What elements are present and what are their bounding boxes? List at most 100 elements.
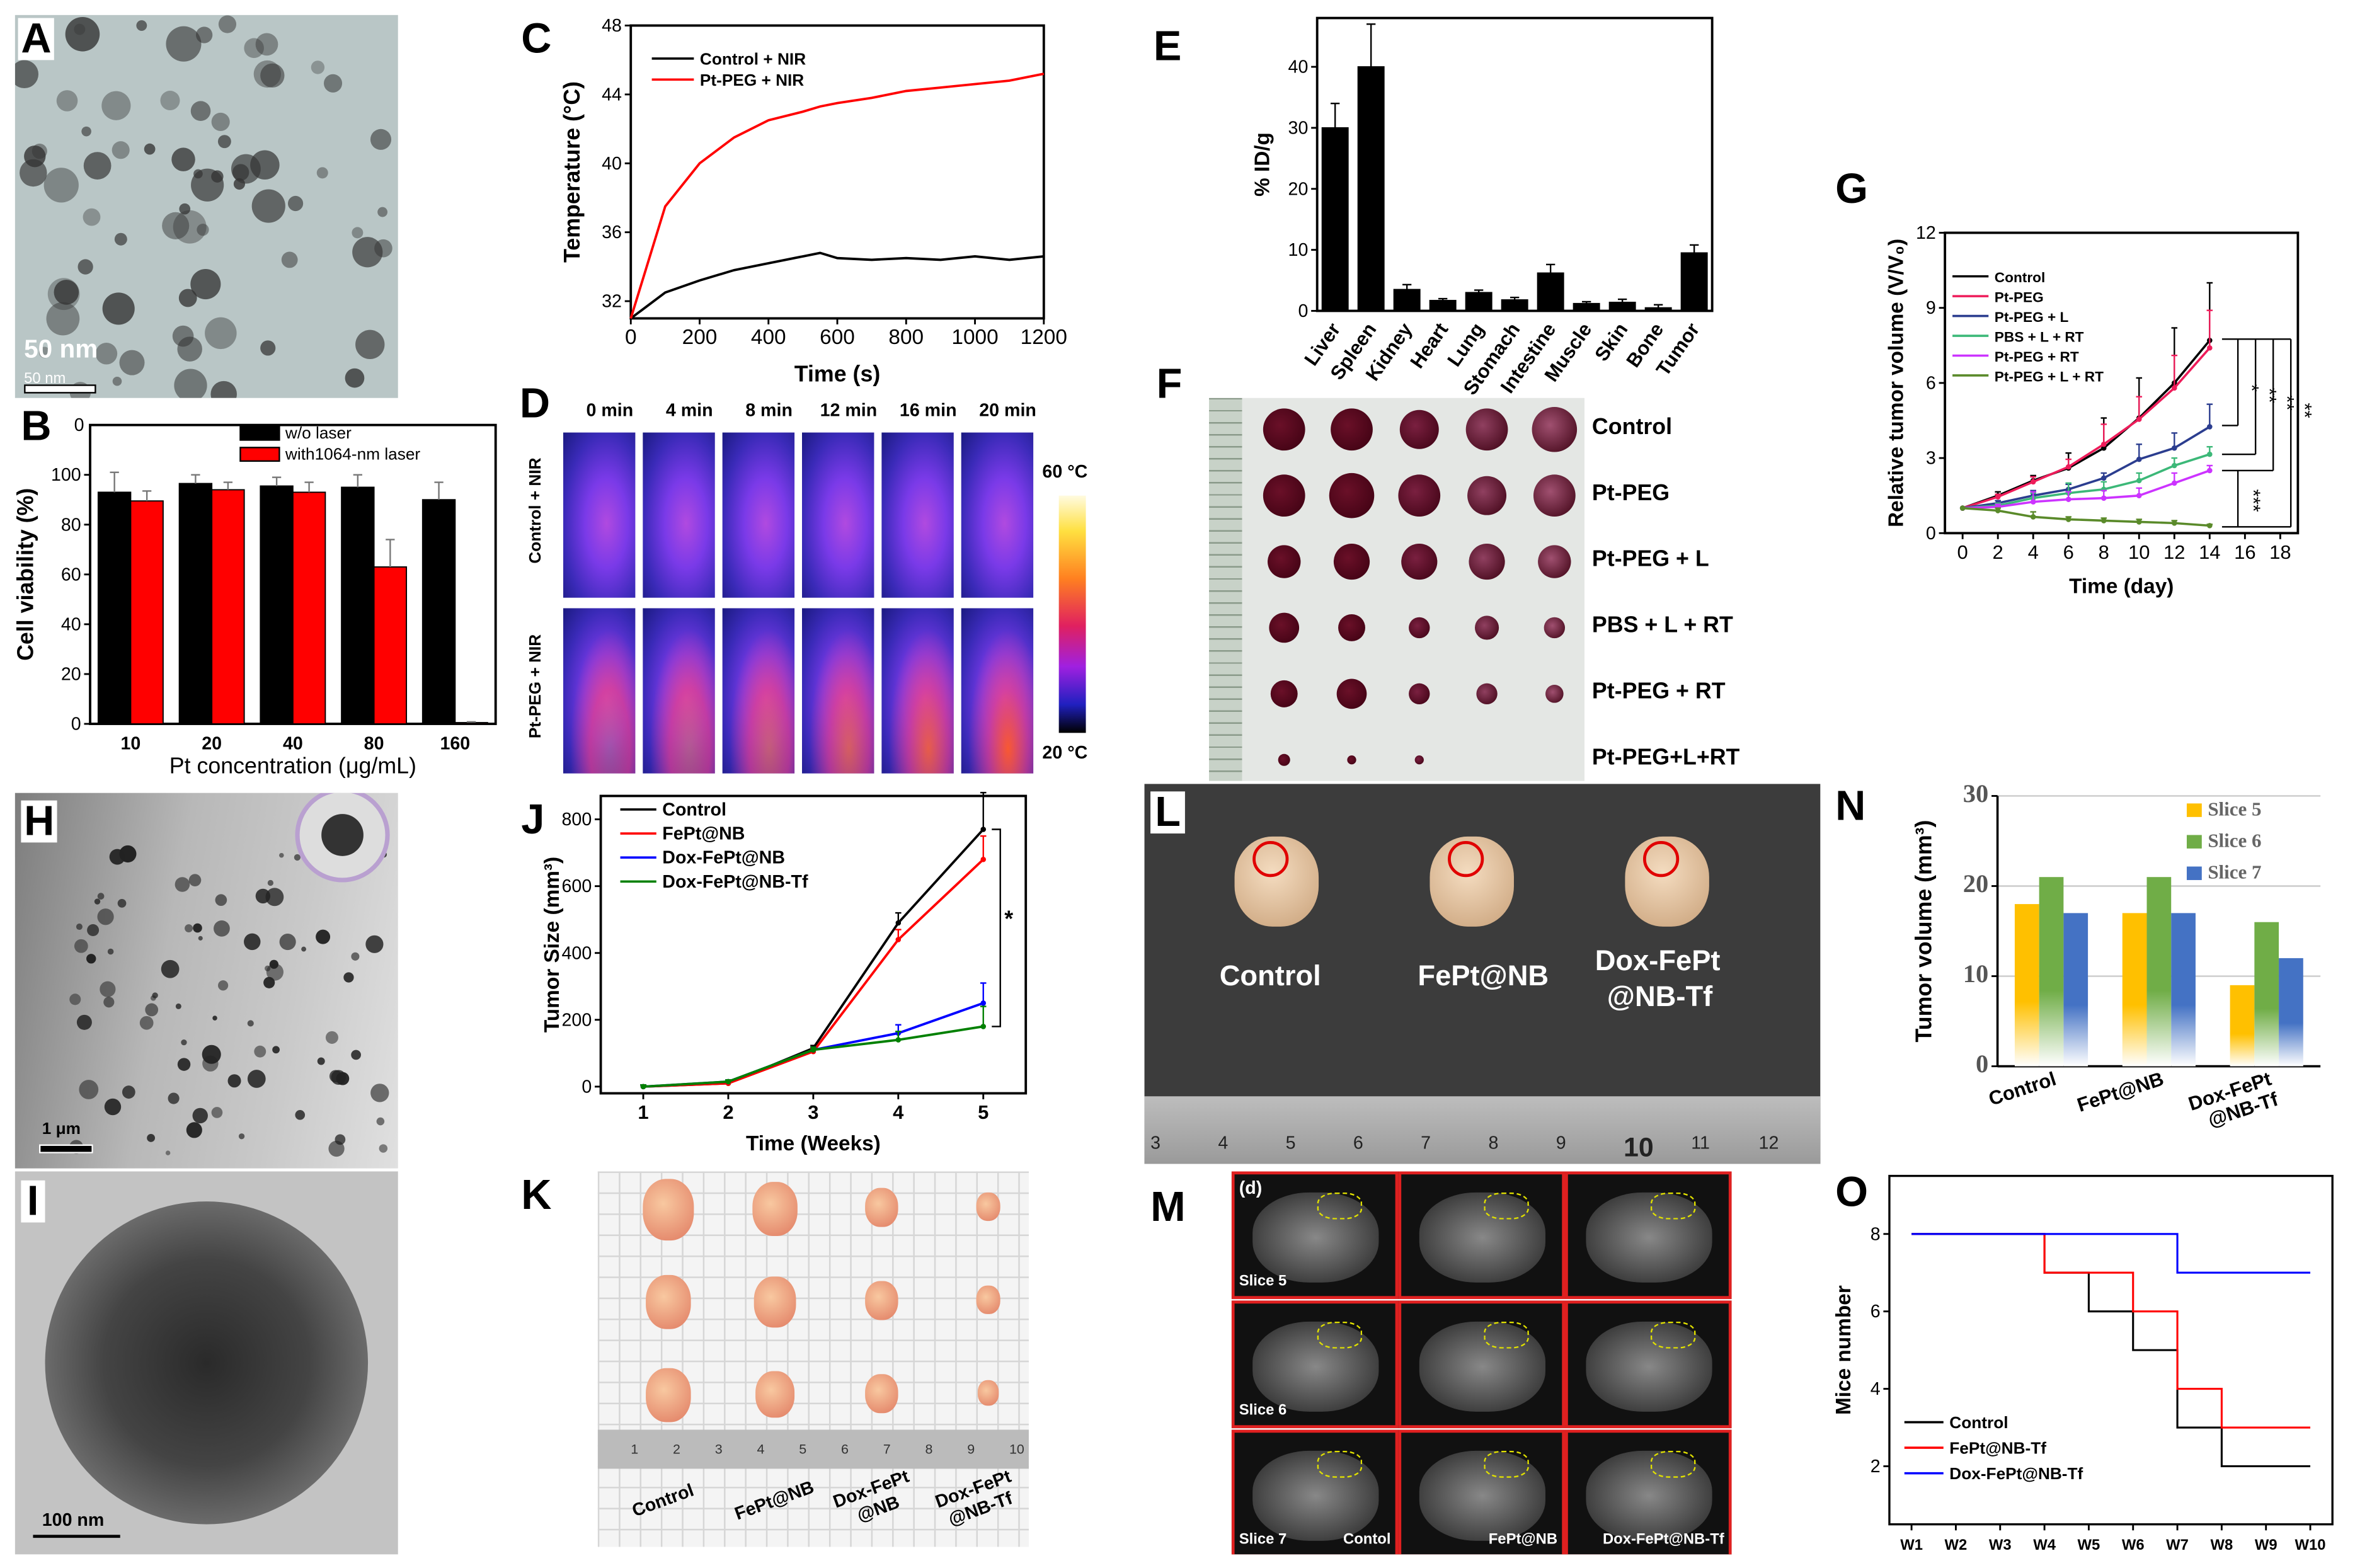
panel-label-n: N	[1835, 782, 1866, 829]
ruler-number: 8	[925, 1441, 933, 1457]
nanoparticle	[301, 946, 307, 952]
ruler-number: 6	[840, 1441, 849, 1457]
panel-label-b: B	[21, 402, 52, 449]
ruler-number: 2	[672, 1441, 680, 1457]
tumor	[646, 1368, 691, 1422]
y-tick-label: 0	[1298, 301, 1308, 321]
data-point	[2136, 519, 2142, 525]
significance-bracket	[992, 828, 1001, 1027]
nanoparticle	[193, 923, 202, 933]
nanoparticle-cluster	[251, 189, 285, 223]
legend-label: Slice 6	[2208, 830, 2261, 852]
y-tick-label: 0	[582, 1077, 592, 1097]
y-tick-label: 2	[1871, 1456, 1881, 1477]
data-point	[2100, 445, 2107, 451]
bar	[178, 483, 213, 724]
group-label: PBS + L + RT	[1591, 612, 1733, 639]
x-tick-label: W6	[2122, 1537, 2145, 1554]
mri-slice	[1565, 1171, 1732, 1300]
data-point	[2065, 464, 2071, 470]
group-label: FePt@NB	[1488, 1531, 1558, 1548]
nanoparticle-cluster	[370, 129, 392, 150]
bar	[421, 499, 456, 724]
tumor	[1409, 617, 1430, 639]
data-point	[1995, 508, 2001, 513]
data-point	[640, 1084, 646, 1090]
legend-swatch	[239, 425, 280, 441]
time-label: 0 min	[586, 399, 634, 421]
nanoparticle-cluster	[217, 135, 231, 149]
x-tick-label: 400	[751, 326, 786, 349]
bar	[211, 489, 245, 724]
group-label: Control	[1219, 961, 1321, 993]
time-label: 4 min	[665, 399, 713, 421]
thermal-image	[802, 608, 874, 774]
nanoparticle	[175, 877, 190, 892]
tumor-marker	[1252, 840, 1289, 878]
nanoparticle	[86, 954, 96, 964]
y-tick-label: 32	[602, 292, 622, 312]
nanoparticle-cluster	[162, 212, 190, 239]
panel-label-a: A	[18, 17, 55, 60]
nanoparticle-cluster	[352, 237, 383, 268]
series-line	[1911, 1233, 2311, 1274]
nanoparticle-cluster	[74, 23, 86, 35]
y-tick-label: 200	[562, 1010, 592, 1030]
nanoparticle	[74, 939, 88, 953]
nanoparticle-cluster	[281, 251, 298, 268]
legend-label: Slice 7	[2208, 861, 2261, 883]
nanoparticle	[79, 1080, 99, 1099]
tumor-outline	[1317, 1450, 1363, 1478]
nanoparticle	[192, 1107, 208, 1124]
nanoparticle-cluster	[352, 227, 364, 239]
panel-label-l: L	[1150, 791, 1186, 834]
nanoparticle	[215, 894, 227, 907]
x-tick-label: FePt@NB	[2075, 1068, 2167, 1116]
y-tick-label: 600	[562, 876, 592, 896]
legend-swatch	[239, 447, 280, 462]
x-tick-label: 8	[2099, 541, 2109, 563]
thermal-images: 0 min 4 min 8 min 12 min 16 min 20 min Control…	[517, 394, 1103, 784]
series-line	[1962, 347, 2211, 510]
y-tick-label: 20	[61, 665, 81, 685]
x-tick-label: 6	[2063, 541, 2074, 563]
tumor	[1533, 474, 1576, 517]
thermal-image	[961, 608, 1034, 774]
x-tick-label: 10	[120, 734, 140, 754]
y-tick-label: 8	[1871, 1224, 1881, 1244]
thermal-image	[722, 432, 795, 598]
panel-label-d: D	[519, 380, 551, 427]
nanoparticle	[104, 1098, 122, 1116]
ruler-number: 5	[799, 1441, 807, 1457]
bar	[97, 491, 132, 724]
nanoparticle-cluster	[83, 208, 101, 226]
data-point	[1959, 505, 1966, 511]
y-tick-label: 60	[61, 564, 81, 585]
nanoparticle	[175, 1003, 181, 1009]
y-tick-label: 4	[1871, 1379, 1881, 1399]
tumor	[1331, 408, 1373, 451]
nanoparticle-cluster	[233, 178, 245, 190]
nanoparticle	[325, 1031, 338, 1044]
thermal-image	[881, 608, 954, 774]
data-point	[725, 1079, 731, 1085]
data-point	[2100, 518, 2107, 524]
tumor	[1467, 476, 1507, 515]
data-point	[2172, 445, 2177, 451]
nanoparticle-cluster	[178, 289, 197, 307]
y-tick-label: 100	[51, 465, 81, 485]
group-label: Pt-PEG + RT	[1591, 678, 1726, 705]
nanoparticle-cluster	[144, 143, 156, 155]
data-point	[2136, 478, 2142, 484]
nanoparticle	[100, 981, 116, 997]
tem-image-a: 50 nm	[14, 14, 398, 398]
scale-bar-i	[33, 1535, 120, 1538]
tumor	[1414, 755, 1424, 765]
data-point	[2136, 416, 2142, 422]
y-tick-label: 80	[61, 515, 81, 535]
x-tick-label: 18	[2269, 541, 2291, 563]
ruler	[1144, 1096, 1821, 1164]
tumor-outline	[1317, 1192, 1363, 1220]
nanoparticle	[218, 980, 229, 991]
